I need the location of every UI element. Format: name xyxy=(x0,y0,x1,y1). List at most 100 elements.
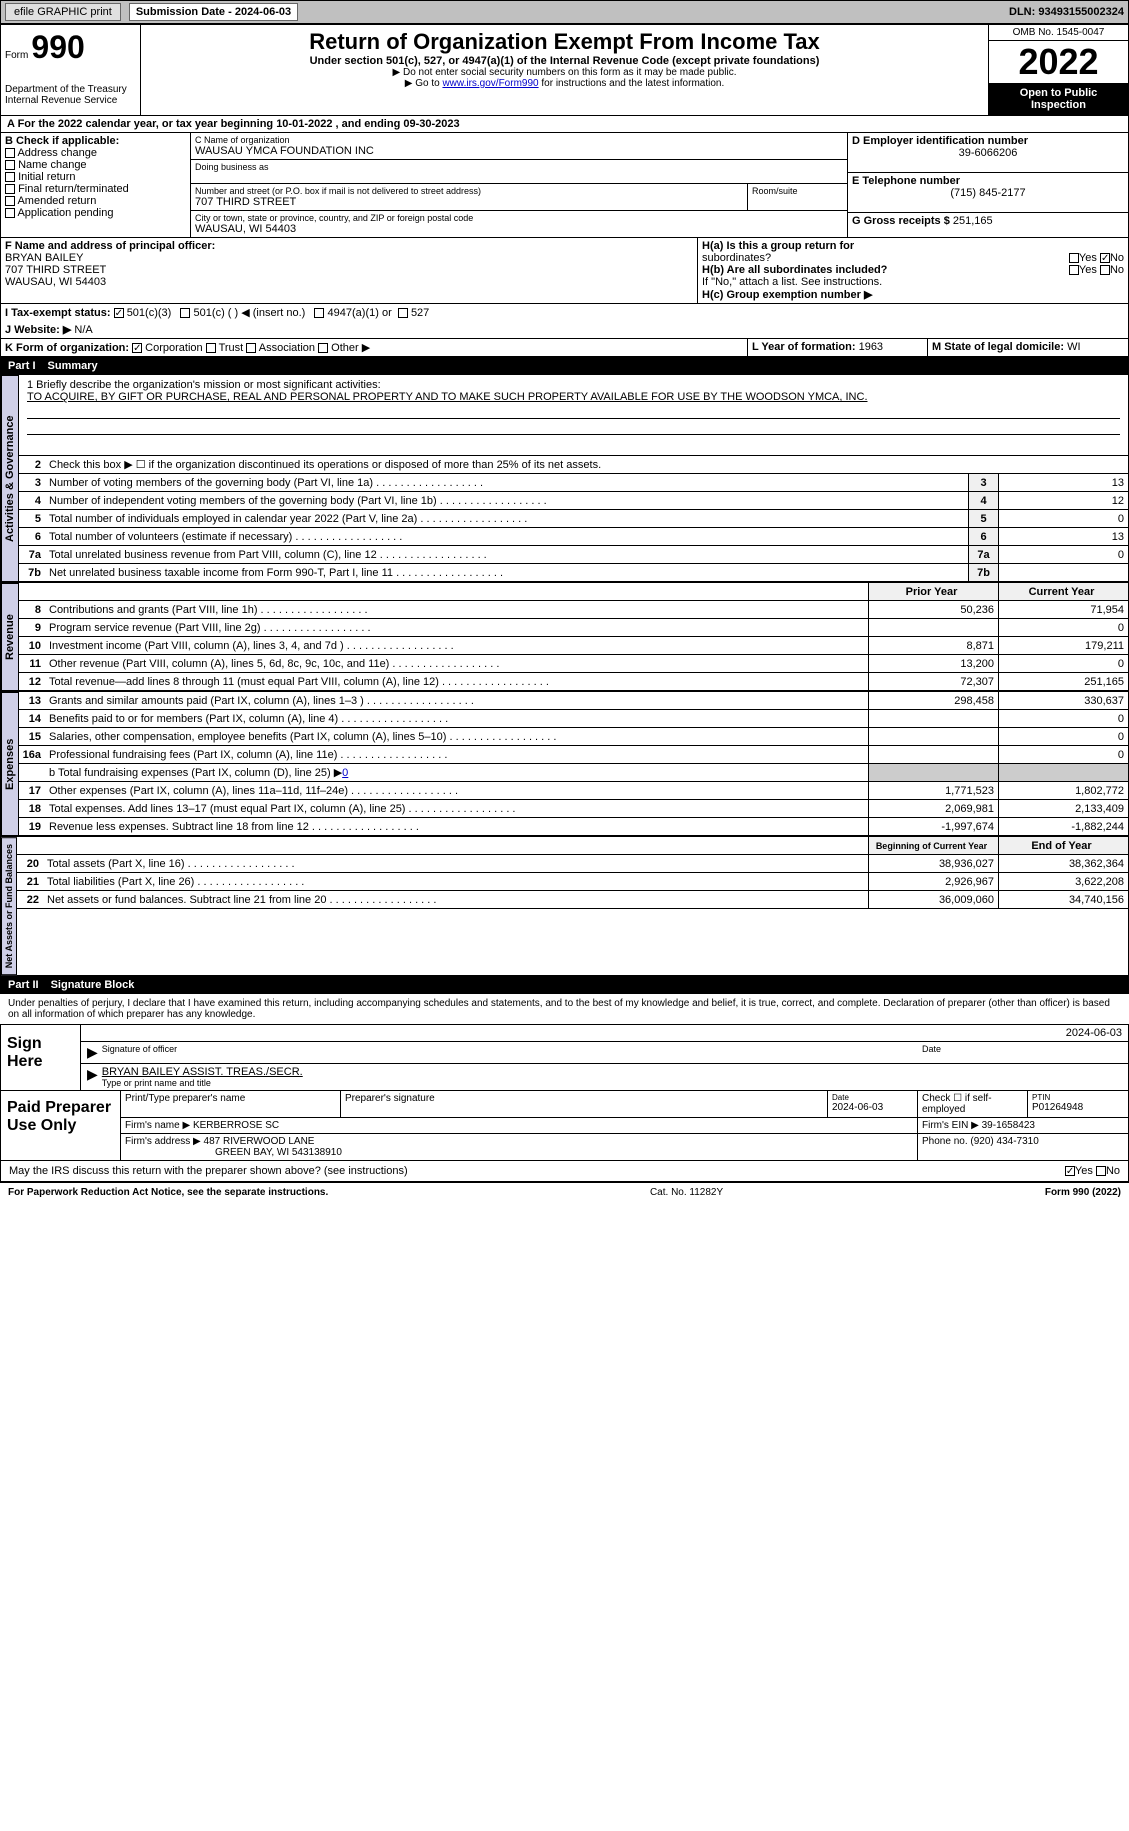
line-a: A For the 2022 calendar year, or tax yea… xyxy=(0,116,1129,133)
tel-label: E Telephone number xyxy=(852,175,1124,187)
may-irs-row: May the IRS discuss this return with the… xyxy=(0,1161,1129,1182)
l-label: L Year of formation: xyxy=(752,341,856,353)
cy-15: 0 xyxy=(998,728,1128,745)
gov-val-5: 0 xyxy=(998,510,1128,527)
cy-8: 71,954 xyxy=(998,601,1128,618)
arrow-icon: ▶ xyxy=(87,1044,98,1061)
cb-assoc[interactable] xyxy=(246,343,256,353)
prep-date: Date2024-06-03 xyxy=(828,1091,918,1117)
cy-9: 0 xyxy=(998,619,1128,636)
py-18: 2,069,981 xyxy=(868,800,998,817)
py-8: 50,236 xyxy=(868,601,998,618)
sidebar-ag: Activities & Governance xyxy=(1,375,19,582)
gov-val-7a: 0 xyxy=(998,546,1128,563)
cb-address-change[interactable]: Address change xyxy=(5,147,186,159)
paid-preparer-block: Paid Preparer Use Only Print/Type prepar… xyxy=(0,1091,1129,1161)
cb-501c[interactable] xyxy=(180,308,190,318)
efile-print-button[interactable]: efile GRAPHIC print xyxy=(5,3,121,21)
i-label: I Tax-exempt status: xyxy=(5,307,111,319)
current-year-hdr: Current Year xyxy=(998,583,1128,600)
line-22: Net assets or fund balances. Subtract li… xyxy=(45,893,868,907)
cy-19: -1,882,244 xyxy=(998,818,1128,835)
hb-note: If "No," attach a list. See instructions… xyxy=(702,276,1124,288)
line-21: Total liabilities (Part X, line 26) xyxy=(45,875,868,889)
j-label: J Website: ▶ xyxy=(5,324,71,336)
paid-preparer-label: Paid Preparer Use Only xyxy=(1,1091,121,1160)
firm-name-row: Firm's name ▶ KERBERROSE SC xyxy=(121,1118,918,1133)
cy-18: 2,133,409 xyxy=(998,800,1128,817)
form-ref: Form 990 (2022) xyxy=(1045,1187,1121,1198)
cb-final-return[interactable]: Final return/terminated xyxy=(5,183,186,195)
sign-here-label: Sign Here xyxy=(1,1025,81,1090)
officer-addr2: WAUSAU, WI 54403 xyxy=(5,276,693,288)
gov-val-3: 13 xyxy=(998,474,1128,491)
ha-line: H(a) Is this a group return for xyxy=(702,240,1124,252)
ij-block: I Tax-exempt status: 501(c)(3) 501(c) ( … xyxy=(0,304,1129,339)
omb-number: OMB No. 1545-0047 xyxy=(989,25,1128,41)
city-state-zip: WAUSAU, WI 54403 xyxy=(195,223,843,235)
print-name-label: Type or print name and title xyxy=(102,1078,303,1088)
netassets-section: Net Assets or Fund Balances Beginning of… xyxy=(0,837,1129,976)
officer-print-name: BRYAN BAILEY ASSIST. TREAS./SECR. xyxy=(102,1066,303,1078)
gov-line-3: Number of voting members of the governin… xyxy=(47,476,968,490)
cb-4947[interactable] xyxy=(314,308,324,318)
cb-trust[interactable] xyxy=(206,343,216,353)
fh-block: F Name and address of principal officer:… xyxy=(0,238,1129,304)
addr-label: Number and street (or P.O. box if mail i… xyxy=(195,186,743,196)
gov-line-7b: Net unrelated business taxable income fr… xyxy=(47,566,968,580)
eoy-hdr: End of Year xyxy=(998,837,1128,854)
hb-yesno[interactable]: Yes No xyxy=(1069,264,1124,276)
ha-yesno[interactable]: Yes No xyxy=(1069,252,1124,264)
website-value: N/A xyxy=(74,324,92,336)
line16b-py xyxy=(868,764,998,781)
klm-block: K Form of organization: Corporation Trus… xyxy=(0,339,1129,357)
cb-corp[interactable] xyxy=(132,343,142,353)
sig-officer-label: Signature of officer xyxy=(102,1044,922,1061)
col-b-header: B Check if applicable: xyxy=(5,135,186,147)
gov-line-7a: Total unrelated business revenue from Pa… xyxy=(47,548,968,562)
sidebar-expenses: Expenses xyxy=(1,692,19,836)
gov-line-5: Total number of individuals employed in … xyxy=(47,512,968,526)
cb-initial-return[interactable]: Initial return xyxy=(5,171,186,183)
activities-governance-section: Activities & Governance 1 Briefly descri… xyxy=(0,375,1129,583)
top-toolbar: efile GRAPHIC print Submission Date - 20… xyxy=(0,0,1129,24)
dept-treasury: Department of the Treasury xyxy=(5,84,136,95)
dba-label: Doing business as xyxy=(195,162,843,172)
py-21: 2,926,967 xyxy=(868,873,998,890)
mission-label: 1 Briefly describe the organization's mi… xyxy=(27,379,1120,391)
subtitle-2: ▶ Do not enter social security numbers o… xyxy=(145,67,984,78)
cat-no: Cat. No. 11282Y xyxy=(650,1187,723,1198)
sign-here-block: Sign Here 2024-06-03 ▶ Signature of offi… xyxy=(0,1024,1129,1091)
irs-link[interactable]: www.irs.gov/Form990 xyxy=(442,78,538,89)
revenue-section: Revenue Prior Year Current Year 8Contrib… xyxy=(0,583,1129,692)
ein-value: 39-6066206 xyxy=(852,147,1124,159)
cb-amended[interactable]: Amended return xyxy=(5,195,186,207)
line-17: Other expenses (Part IX, column (A), lin… xyxy=(47,784,868,798)
prep-self-emp[interactable]: Check ☐ if self-employed xyxy=(918,1091,1028,1117)
name-label: C Name of organization xyxy=(195,135,843,145)
line-16a: Professional fundraising fees (Part IX, … xyxy=(47,748,868,762)
line-8: Contributions and grants (Part VIII, lin… xyxy=(47,603,868,617)
sub3-pre: ▶ Go to xyxy=(405,78,443,89)
firm-phone: Phone no. (920) 434-7310 xyxy=(918,1134,1128,1160)
cb-other[interactable] xyxy=(318,343,328,353)
line-20: Total assets (Part X, line 16) xyxy=(45,857,868,871)
gross-value: 251,165 xyxy=(953,215,993,227)
line-12: Total revenue—add lines 8 through 11 (mu… xyxy=(47,675,868,689)
form-title: Return of Organization Exempt From Incom… xyxy=(145,29,984,55)
k-label: K Form of organization: xyxy=(5,342,129,354)
may-irs-yesno[interactable]: Yes No xyxy=(1065,1165,1120,1177)
form-number: 990 xyxy=(31,29,84,65)
cb-name-change[interactable]: Name change xyxy=(5,159,186,171)
date-label: Date xyxy=(922,1044,1122,1061)
sig-date: 2024-06-03 xyxy=(1066,1027,1122,1039)
py-17: 1,771,523 xyxy=(868,782,998,799)
sidebar-revenue: Revenue xyxy=(1,583,19,691)
gross-label: G Gross receipts $ xyxy=(852,215,950,227)
cb-app-pending[interactable]: Application pending xyxy=(5,207,186,219)
cb-527[interactable] xyxy=(398,308,408,318)
cb-501c3[interactable] xyxy=(114,308,124,318)
line16b: b Total fundraising expenses (Part IX, c… xyxy=(47,765,868,780)
cy-11: 0 xyxy=(998,655,1128,672)
py-15 xyxy=(868,728,998,745)
